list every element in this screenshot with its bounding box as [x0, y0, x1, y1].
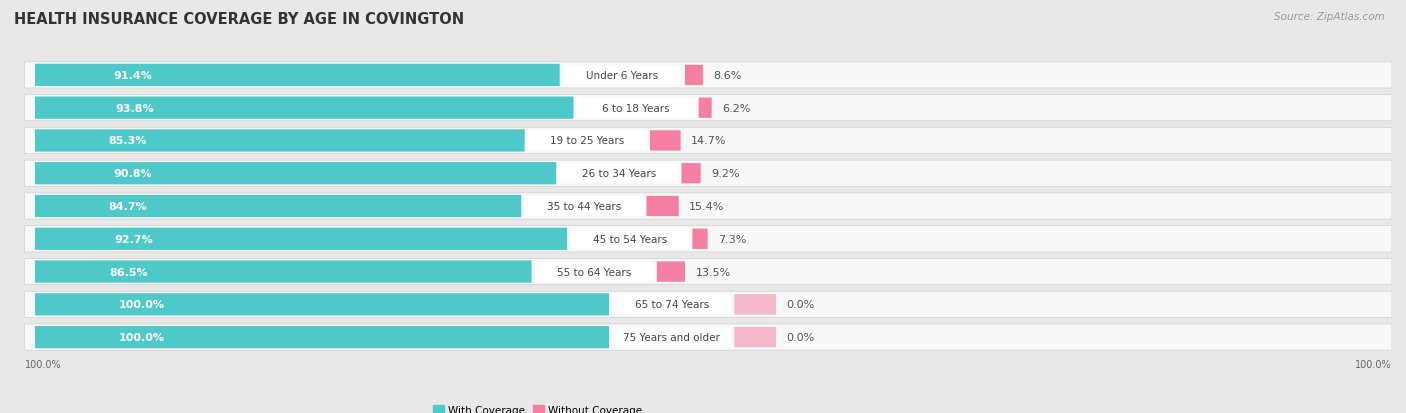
Text: Under 6 Years: Under 6 Years — [586, 71, 658, 81]
FancyBboxPatch shape — [734, 294, 776, 315]
FancyBboxPatch shape — [35, 326, 609, 349]
FancyBboxPatch shape — [24, 324, 1392, 350]
Text: 0.0%: 0.0% — [786, 299, 814, 310]
FancyBboxPatch shape — [560, 164, 678, 184]
Text: 9.2%: 9.2% — [711, 169, 740, 179]
FancyBboxPatch shape — [571, 229, 689, 249]
FancyBboxPatch shape — [647, 196, 679, 217]
Text: HEALTH INSURANCE COVERAGE BY AGE IN COVINGTON: HEALTH INSURANCE COVERAGE BY AGE IN COVI… — [14, 12, 464, 27]
FancyBboxPatch shape — [24, 226, 1392, 252]
Text: 8.6%: 8.6% — [713, 71, 742, 81]
Text: 65 to 74 Years: 65 to 74 Years — [634, 299, 709, 310]
Text: 85.3%: 85.3% — [108, 136, 146, 146]
FancyBboxPatch shape — [24, 63, 1392, 89]
FancyBboxPatch shape — [24, 161, 1392, 187]
Text: 93.8%: 93.8% — [115, 103, 155, 114]
FancyBboxPatch shape — [35, 195, 522, 218]
Text: 75 Years and older: 75 Years and older — [623, 332, 720, 342]
FancyBboxPatch shape — [35, 261, 531, 283]
Text: 45 to 54 Years: 45 to 54 Years — [593, 234, 666, 244]
Text: 84.7%: 84.7% — [108, 202, 146, 211]
Text: 92.7%: 92.7% — [115, 234, 153, 244]
FancyBboxPatch shape — [35, 130, 524, 152]
FancyBboxPatch shape — [527, 131, 647, 151]
Text: 14.7%: 14.7% — [690, 136, 727, 146]
FancyBboxPatch shape — [685, 66, 703, 86]
FancyBboxPatch shape — [35, 64, 560, 87]
FancyBboxPatch shape — [35, 294, 609, 316]
FancyBboxPatch shape — [692, 229, 707, 249]
Text: 100.0%: 100.0% — [24, 359, 60, 369]
Legend: With Coverage, Without Coverage: With Coverage, Without Coverage — [433, 405, 643, 413]
FancyBboxPatch shape — [657, 262, 685, 282]
FancyBboxPatch shape — [524, 197, 644, 216]
Text: Source: ZipAtlas.com: Source: ZipAtlas.com — [1274, 12, 1385, 22]
FancyBboxPatch shape — [24, 292, 1392, 318]
FancyBboxPatch shape — [612, 295, 731, 314]
Text: 15.4%: 15.4% — [689, 202, 724, 211]
Text: 100.0%: 100.0% — [1355, 359, 1392, 369]
Text: 86.5%: 86.5% — [110, 267, 148, 277]
FancyBboxPatch shape — [562, 66, 682, 85]
Text: 26 to 34 Years: 26 to 34 Years — [582, 169, 657, 179]
Text: 55 to 64 Years: 55 to 64 Years — [557, 267, 631, 277]
FancyBboxPatch shape — [734, 327, 776, 347]
FancyBboxPatch shape — [612, 328, 731, 347]
Text: 6.2%: 6.2% — [723, 103, 751, 114]
Text: 90.8%: 90.8% — [112, 169, 152, 179]
FancyBboxPatch shape — [35, 97, 574, 119]
FancyBboxPatch shape — [650, 131, 681, 151]
FancyBboxPatch shape — [699, 98, 711, 119]
Text: 6 to 18 Years: 6 to 18 Years — [602, 103, 669, 114]
Text: 35 to 44 Years: 35 to 44 Years — [547, 202, 621, 211]
FancyBboxPatch shape — [24, 259, 1392, 285]
Text: 13.5%: 13.5% — [696, 267, 731, 277]
Text: 7.3%: 7.3% — [718, 234, 747, 244]
FancyBboxPatch shape — [35, 228, 567, 250]
Text: 91.4%: 91.4% — [114, 71, 152, 81]
Text: 19 to 25 Years: 19 to 25 Years — [550, 136, 624, 146]
FancyBboxPatch shape — [35, 163, 557, 185]
FancyBboxPatch shape — [576, 99, 696, 118]
Text: 100.0%: 100.0% — [118, 299, 165, 310]
Text: 0.0%: 0.0% — [786, 332, 814, 342]
FancyBboxPatch shape — [534, 262, 654, 282]
FancyBboxPatch shape — [24, 95, 1392, 121]
FancyBboxPatch shape — [24, 193, 1392, 220]
FancyBboxPatch shape — [682, 164, 700, 184]
FancyBboxPatch shape — [24, 128, 1392, 154]
Text: 100.0%: 100.0% — [118, 332, 165, 342]
